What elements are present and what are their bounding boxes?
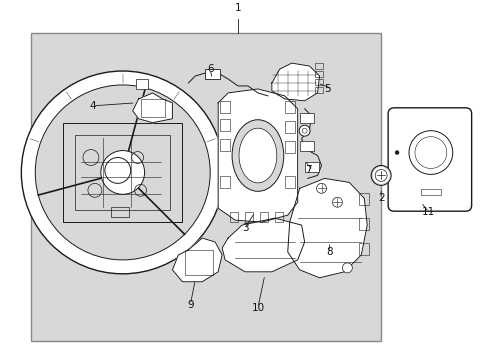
- Bar: [220, 101, 230, 113]
- FancyBboxPatch shape: [387, 108, 470, 211]
- Text: 4: 4: [89, 101, 96, 111]
- Text: 7: 7: [304, 166, 311, 175]
- Circle shape: [332, 197, 342, 207]
- Text: 10: 10: [251, 303, 264, 312]
- Circle shape: [342, 263, 352, 273]
- Text: 9: 9: [186, 300, 193, 310]
- Bar: [284, 101, 294, 113]
- Bar: [299, 141, 313, 150]
- Bar: [284, 176, 294, 188]
- Text: 6: 6: [206, 64, 213, 74]
- Bar: [260, 212, 267, 222]
- Bar: [420, 189, 440, 195]
- Text: 11: 11: [422, 207, 435, 217]
- Bar: [274, 212, 282, 222]
- Bar: [359, 193, 368, 205]
- Bar: [314, 79, 322, 85]
- Bar: [220, 176, 230, 188]
- Polygon shape: [271, 63, 319, 101]
- Bar: [304, 162, 318, 172]
- Circle shape: [21, 71, 224, 274]
- Bar: [230, 212, 238, 222]
- Bar: [314, 63, 322, 69]
- Polygon shape: [218, 89, 297, 222]
- Polygon shape: [287, 179, 366, 278]
- Bar: [359, 243, 368, 255]
- Text: 5: 5: [324, 84, 330, 94]
- Bar: [111, 207, 128, 217]
- Bar: [135, 79, 147, 89]
- Bar: [390, 121, 398, 202]
- Circle shape: [101, 150, 144, 194]
- Bar: [205, 69, 220, 79]
- Bar: [141, 99, 165, 117]
- Ellipse shape: [239, 128, 276, 183]
- Polygon shape: [222, 218, 304, 272]
- Bar: [31, 33, 381, 341]
- Circle shape: [316, 183, 326, 193]
- Text: 2: 2: [377, 193, 384, 203]
- Bar: [244, 212, 252, 222]
- Bar: [220, 139, 230, 150]
- Text: 3: 3: [241, 223, 248, 233]
- Polygon shape: [172, 238, 222, 282]
- Bar: [314, 71, 322, 77]
- Bar: [185, 250, 213, 275]
- Circle shape: [299, 125, 309, 136]
- Circle shape: [35, 85, 210, 260]
- Bar: [63, 123, 182, 222]
- Bar: [299, 113, 313, 123]
- Circle shape: [370, 166, 390, 185]
- Bar: [75, 135, 170, 210]
- Bar: [284, 141, 294, 153]
- Circle shape: [394, 150, 398, 154]
- Bar: [284, 121, 294, 133]
- Ellipse shape: [232, 120, 283, 191]
- Bar: [220, 119, 230, 131]
- Polygon shape: [132, 93, 172, 123]
- Bar: [314, 87, 322, 93]
- Text: 1: 1: [234, 3, 241, 13]
- Text: 8: 8: [325, 247, 332, 257]
- Bar: [359, 218, 368, 230]
